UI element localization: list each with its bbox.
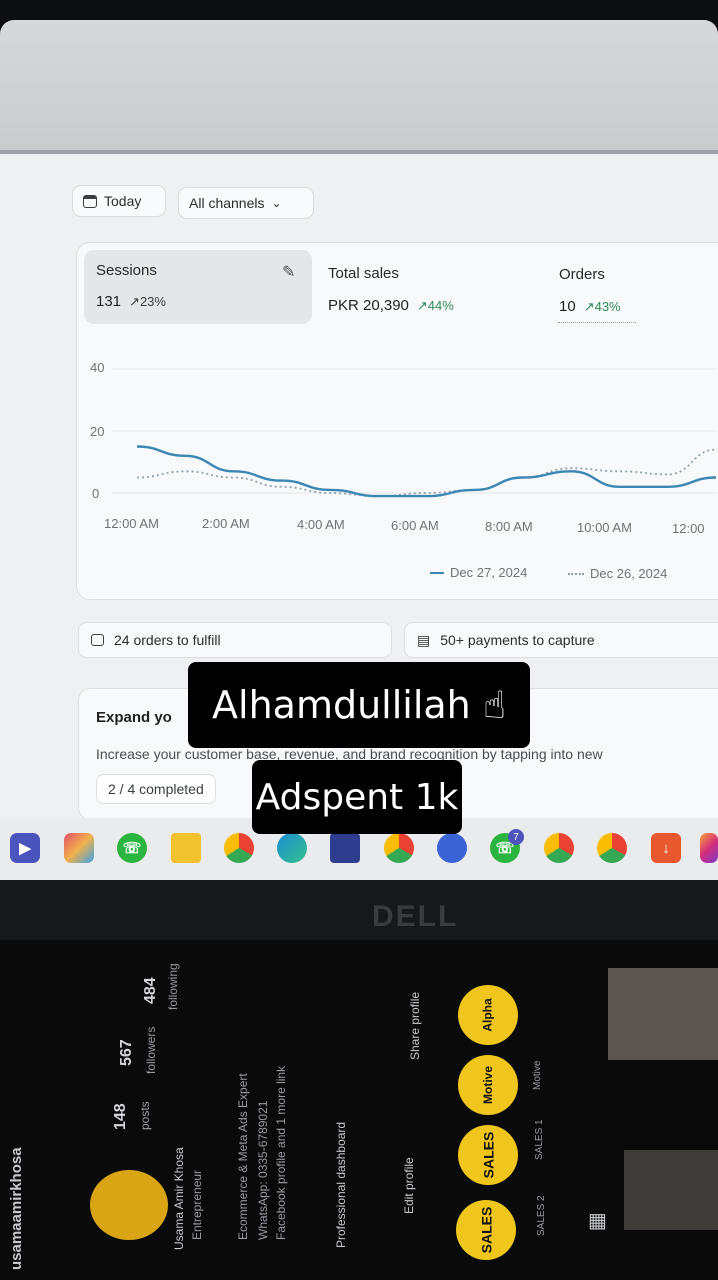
store-icon[interactable] (330, 833, 360, 863)
metric-underline (558, 322, 636, 323)
profile-username: usamaamirkhosa (8, 1147, 25, 1270)
metric-title-orders: Orders (559, 266, 605, 283)
chevron-down-icon: ⌄ (271, 196, 282, 210)
chrome-icon[interactable] (597, 833, 627, 863)
metric-sessions[interactable] (84, 250, 312, 324)
file-explorer-icon[interactable] (171, 833, 201, 863)
y-tick-label: 20 (90, 424, 105, 439)
profile-role: Entrepreneur (190, 1169, 204, 1240)
metric-value-sessions: 131 ↗23% (96, 293, 166, 310)
calendar-icon (83, 194, 97, 208)
followers-label: followers (144, 1026, 158, 1074)
post-thumbnail[interactable] (624, 1150, 718, 1230)
browser-icon[interactable] (437, 833, 467, 863)
payment-icon: ▤ (417, 631, 431, 648)
highlight-label: Motive (532, 1060, 543, 1090)
share-profile-button[interactable]: Share profile (408, 991, 422, 1060)
date-filter-label: Today (104, 193, 142, 209)
legend-item-current: Dec 27, 2024 (430, 565, 527, 580)
story-caption-top: Alhamdullilah ☝ (188, 662, 530, 748)
x-tick-label: 12:00 (672, 521, 705, 536)
metric-change-sales: 44% (427, 298, 454, 313)
story-caption-bottom: Adspent 1k (252, 760, 462, 834)
profile-links[interactable]: Facebook profile and 1 more link (274, 1065, 288, 1240)
inbox-icon (91, 634, 104, 646)
date-filter-button[interactable]: Today (72, 185, 166, 217)
x-tick-label: 12:00 AM (104, 516, 159, 531)
edit-profile-button[interactable]: Edit profile (402, 1157, 416, 1214)
chrome-icon[interactable] (384, 833, 414, 863)
x-tick-label: 2:00 AM (202, 516, 250, 531)
whatsapp-icon[interactable]: ☏ (117, 833, 147, 863)
profile-bio: Ecommerce & Meta Ads Expert (236, 1073, 250, 1240)
posts-label: posts (138, 1101, 152, 1130)
legend-item-previous: Dec 26, 2024 (568, 566, 667, 581)
metric-change-orders: 43% (594, 299, 621, 314)
metric-change-sessions: 23% (139, 294, 166, 309)
post-thumbnail[interactable] (608, 968, 718, 1060)
highlight-label: SALES 2 (536, 1195, 547, 1236)
instagram-icon[interactable] (700, 833, 718, 863)
x-tick-label: 6:00 AM (391, 518, 439, 533)
channel-filter-button[interactable]: All channels ⌄ (178, 187, 314, 219)
following-label: following (166, 963, 180, 1010)
grid-icon[interactable]: ▦ (588, 1210, 607, 1232)
payments-to-capture-label: 50+ payments to capture (440, 632, 595, 648)
metric-title-sessions: Sessions (96, 262, 157, 279)
copilot-icon[interactable] (64, 833, 94, 863)
channel-filter-label: All channels (189, 195, 265, 211)
series-line-current (136, 445, 717, 498)
metric-value-sales[interactable]: PKR 20,390 ↗44% (328, 297, 454, 314)
story-highlight[interactable]: SALES (456, 1200, 516, 1260)
metric-value-orders[interactable]: 10 ↗43% (559, 298, 621, 315)
edge-icon[interactable] (277, 833, 307, 863)
profile-name: Usama Amir Khosa (172, 1147, 186, 1250)
series-line-previous (136, 448, 717, 498)
story-highlight[interactable]: Alpha (458, 985, 518, 1045)
metric-title-sales: Total sales (328, 265, 399, 282)
monitor-bezel (0, 880, 718, 950)
following-count[interactable]: 484 (142, 977, 159, 1004)
orders-to-fulfill-banner[interactable]: 24 orders to fulfill (78, 622, 392, 658)
progress-badge[interactable]: 2 / 4 completed (96, 774, 216, 804)
payments-to-capture-banner[interactable]: ▤ 50+ payments to capture (404, 622, 718, 658)
sessions-line-chart (112, 368, 717, 498)
pencil-icon[interactable]: ✎ (282, 264, 296, 281)
expand-card-description: Increase your customer base, revenue, an… (96, 746, 603, 762)
monitor-edge (0, 150, 718, 154)
y-tick-label: 0 (92, 486, 100, 501)
monitor-glare (0, 20, 718, 160)
story-highlight[interactable]: SALES (458, 1125, 518, 1185)
teams-icon[interactable]: ▶ (10, 833, 40, 863)
orders-to-fulfill-label: 24 orders to fulfill (114, 632, 221, 648)
feedback-icon[interactable]: ↓ (651, 833, 681, 863)
followers-count[interactable]: 567 (118, 1039, 135, 1066)
profile-avatar[interactable] (90, 1170, 168, 1240)
top-frame (0, 0, 718, 20)
y-tick-label: 40 (90, 360, 105, 375)
professional-dashboard-link[interactable]: Professional dashboard (334, 1121, 348, 1248)
expand-card-title: Expand yo (96, 709, 172, 726)
profile-whatsapp: WhatsApp: 0335-6789021 (256, 1100, 270, 1240)
monitor-brand-logo: DELL (372, 900, 459, 933)
chrome-icon[interactable] (224, 833, 254, 863)
x-tick-label: 4:00 AM (297, 517, 345, 532)
highlight-label: SALES 1 (534, 1119, 545, 1160)
story-highlight[interactable]: Motive (458, 1055, 518, 1115)
x-tick-label: 10:00 AM (577, 520, 632, 535)
notification-count-badge: 7 (508, 829, 524, 845)
legend-label-previous: Dec 26, 2024 (590, 566, 668, 581)
legend-label-current: Dec 27, 2024 (450, 565, 528, 580)
posts-count: 148 (112, 1103, 129, 1130)
x-tick-label: 8:00 AM (485, 519, 533, 534)
chrome-icon[interactable] (544, 833, 574, 863)
